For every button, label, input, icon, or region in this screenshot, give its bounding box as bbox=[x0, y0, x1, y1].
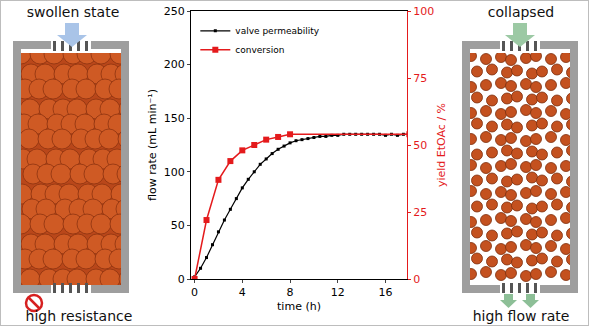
svg-text:250: 250 bbox=[164, 5, 185, 18]
svg-text:high flow rate: high flow rate bbox=[473, 308, 570, 324]
svg-text:12: 12 bbox=[331, 286, 345, 299]
svg-text:0: 0 bbox=[413, 273, 420, 286]
svg-text:100: 100 bbox=[413, 5, 434, 18]
svg-text:50: 50 bbox=[171, 219, 185, 232]
svg-text:25: 25 bbox=[413, 206, 427, 219]
svg-text:16: 16 bbox=[379, 286, 393, 299]
svg-text:0: 0 bbox=[191, 286, 198, 299]
svg-text:0: 0 bbox=[178, 273, 185, 286]
svg-text:high resistance: high resistance bbox=[26, 308, 133, 324]
svg-text:collapsed: collapsed bbox=[488, 4, 554, 20]
svg-text:valve permeability: valve permeability bbox=[235, 26, 319, 36]
svg-text:200: 200 bbox=[164, 58, 185, 71]
svg-text:4: 4 bbox=[239, 286, 246, 299]
svg-text:yield EtOAc / %: yield EtOAc / % bbox=[435, 103, 448, 187]
svg-text:100: 100 bbox=[164, 166, 185, 179]
svg-text:75: 75 bbox=[413, 72, 427, 85]
svg-text:time (h): time (h) bbox=[277, 300, 321, 313]
svg-text:50: 50 bbox=[413, 139, 427, 152]
svg-text:conversion: conversion bbox=[235, 45, 284, 55]
svg-text:8: 8 bbox=[287, 286, 294, 299]
svg-text:flow rate (mL min⁻¹): flow rate (mL min⁻¹) bbox=[146, 89, 159, 201]
svg-text:150: 150 bbox=[164, 112, 185, 125]
svg-text:swollen state: swollen state bbox=[27, 4, 120, 20]
